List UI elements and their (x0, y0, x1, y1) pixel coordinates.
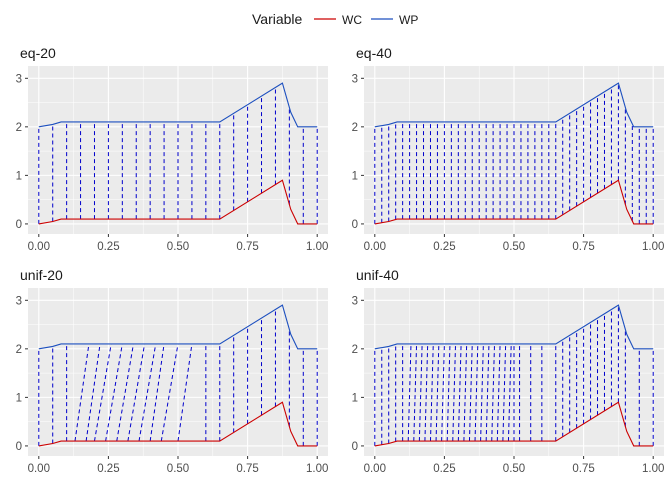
x-tick-label: 0.50 (167, 463, 189, 475)
x-tick-label: 1.00 (642, 241, 664, 253)
y-tick-label: 1 (16, 392, 22, 404)
series-line-wc (38, 179, 318, 225)
y-tick-label: 3 (352, 73, 358, 85)
x-tick-label: 0.25 (97, 241, 119, 253)
y-tick-label: 2 (16, 344, 22, 356)
connector-line (149, 343, 165, 442)
connector-line (507, 343, 512, 442)
y-tick-label: 1 (352, 170, 358, 182)
y-tick-label: 0 (352, 219, 358, 231)
panel-eq-40: 0.00 0.25 0.50 0.75 1.00 0 1 2 3 eq-40 (352, 45, 665, 253)
connector-line (491, 343, 496, 442)
series-line-wp (374, 82, 654, 128)
x-tick-label: 1.00 (306, 463, 328, 475)
x-tick-label: 0.50 (503, 241, 525, 253)
connector-line (116, 343, 134, 442)
legend-label-wc: WC (342, 13, 362, 27)
x-tick-label: 1.00 (306, 241, 328, 253)
y-tick-label: 1 (16, 170, 22, 182)
series-line-wc (374, 401, 654, 447)
y-tick-label: 1 (352, 392, 358, 404)
connector-line (457, 343, 462, 442)
y-tick-label: 2 (352, 122, 358, 134)
x-tick-label: 0.75 (236, 241, 258, 253)
connector-line (407, 343, 412, 442)
panel-unif-40: 0.00 0.25 0.50 0.75 1.00 0 1 2 3 unif-40 (352, 267, 665, 475)
x-tick-label: 1.00 (642, 463, 664, 475)
x-tick-label: 0.75 (236, 463, 258, 475)
panel-unif-20: 0.00 0.25 0.50 0.75 1.00 0 1 2 3 unif-20 (16, 267, 329, 475)
y-tick-label: 3 (352, 295, 358, 307)
y-tick-label: 2 (16, 122, 22, 134)
x-tick-label: 0.50 (167, 241, 189, 253)
connector-line (418, 343, 423, 442)
y-tick-label: 2 (352, 344, 358, 356)
connector-line (480, 343, 484, 442)
legend-title: Variable (252, 11, 303, 27)
legend-label-wp: WP (399, 13, 418, 27)
x-tick-label: 0.25 (433, 241, 455, 253)
connector-line (485, 343, 490, 442)
connector-line (468, 343, 473, 442)
connector-line (474, 343, 479, 442)
connector-line (177, 343, 193, 442)
y-tick-label: 3 (16, 295, 22, 307)
y-tick-label: 0 (16, 219, 22, 231)
panel-eq-20: 0.00 0.25 0.50 0.75 1.00 0 1 2 3 eq-20 (16, 45, 329, 253)
connector-line (413, 343, 418, 442)
legend: Variable WC WP (252, 11, 418, 27)
x-tick-label: 0.75 (572, 241, 594, 253)
connector-line (105, 343, 123, 442)
chart-panels: 0.00 0.25 0.50 0.75 1.00 0 1 2 3 eq-20 0.00 0.25 0.5… (16, 45, 665, 475)
x-tick-label: 0.00 (28, 463, 50, 475)
series-line-wc (374, 179, 654, 225)
panel-title: unif-40 (356, 267, 399, 283)
series-line-wc (38, 401, 318, 447)
connector-line (160, 343, 179, 442)
y-tick-label: 0 (352, 441, 358, 453)
panel-title: eq-20 (20, 45, 56, 61)
panel-title: unif-20 (20, 267, 63, 283)
connector-line (424, 343, 429, 442)
connector-line (127, 343, 146, 442)
connector-line (463, 343, 468, 442)
x-tick-label: 0.75 (572, 463, 594, 475)
connector-line (496, 343, 501, 442)
y-tick-label: 3 (16, 73, 22, 85)
connector-line (452, 343, 457, 442)
connector-line (502, 343, 507, 442)
y-tick-label: 0 (16, 441, 22, 453)
series-line-wp (374, 304, 654, 350)
series-line-wp (38, 304, 318, 350)
panel-title: eq-40 (356, 45, 392, 61)
connector-line (93, 343, 112, 442)
connector-line (74, 343, 90, 442)
connector-line (429, 343, 434, 442)
x-tick-label: 0.25 (97, 463, 119, 475)
series-line-wp (38, 82, 318, 128)
x-tick-label: 0.50 (503, 463, 525, 475)
connector-line (85, 343, 101, 442)
connector-line (441, 343, 445, 442)
connector-line (446, 343, 451, 442)
x-tick-label: 0.00 (364, 463, 386, 475)
x-tick-label: 0.00 (28, 241, 50, 253)
connector-line (435, 343, 440, 442)
x-tick-label: 0.00 (364, 241, 386, 253)
x-tick-label: 0.25 (433, 463, 455, 475)
connector-line (138, 343, 157, 442)
